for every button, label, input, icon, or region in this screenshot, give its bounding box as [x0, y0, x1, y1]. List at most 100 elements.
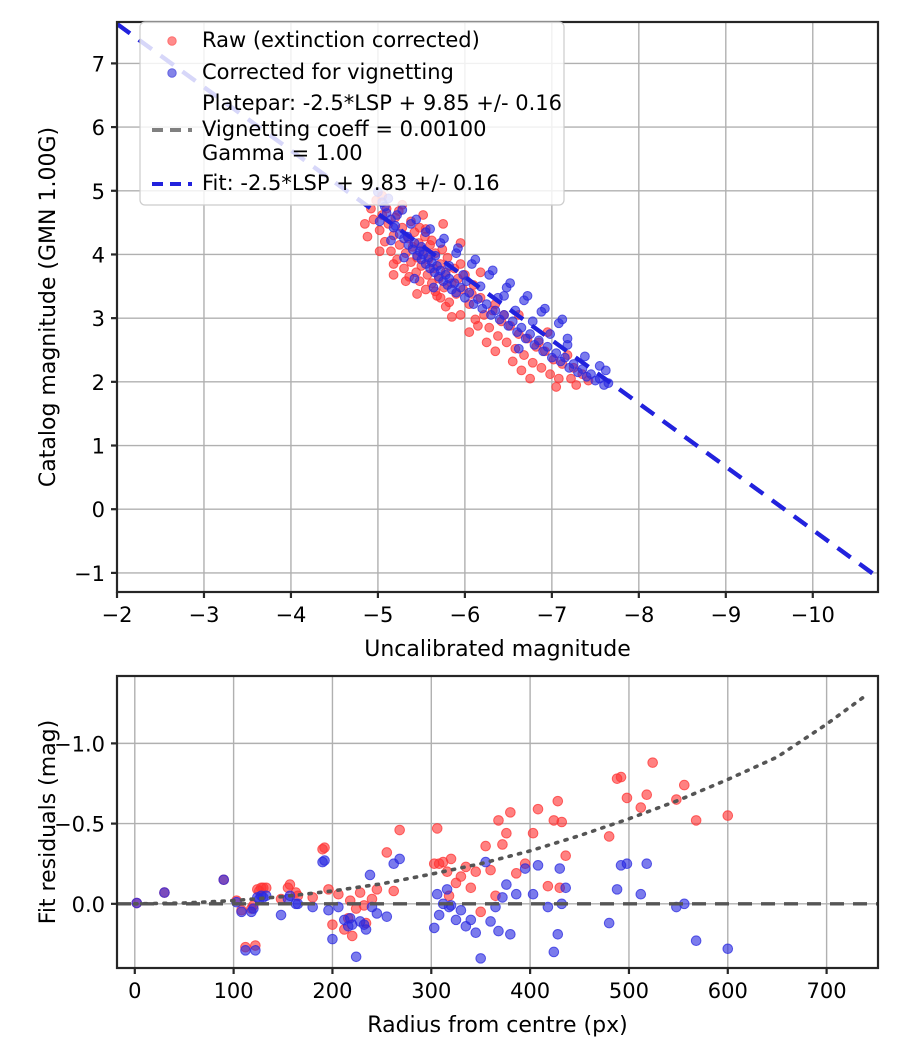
- ticks-residuals: 0 100 200 300 400 500 600 700 0.0 −0.5 −1.0: [54, 732, 847, 1003]
- data-point: [359, 218, 370, 229]
- data-point: [364, 869, 376, 881]
- data-point: [394, 824, 405, 836]
- data-point: [480, 840, 491, 852]
- data-point: [527, 316, 538, 327]
- data-point: [346, 930, 358, 942]
- y-tick-label: −1: [74, 562, 105, 586]
- x-axis-label-residuals: Radius from centre (px): [367, 1013, 627, 1038]
- data-point: [690, 935, 702, 947]
- data-point: [327, 919, 338, 930]
- data-point: [159, 887, 170, 898]
- data-point: [473, 294, 483, 304]
- legend-label: Gamma = 1.00: [202, 141, 363, 165]
- data-point: [513, 343, 524, 354]
- data-point: [386, 246, 396, 257]
- data-point: [446, 311, 457, 322]
- data-point: [525, 329, 536, 339]
- data-point: [542, 341, 553, 352]
- data-point: [562, 333, 573, 344]
- legend-marker-dot: [167, 36, 177, 46]
- data-point: [690, 815, 702, 826]
- series-corrected-for-vignetting: [373, 187, 614, 390]
- data-point: [400, 276, 411, 287]
- x-tick-label: 400: [510, 979, 550, 1003]
- data-point: [566, 373, 576, 384]
- data-point: [507, 316, 518, 327]
- data-point: [455, 904, 467, 916]
- x-tick-label: 200: [312, 979, 352, 1003]
- data-point: [388, 222, 399, 233]
- data-point: [465, 882, 477, 894]
- data-point: [722, 810, 734, 821]
- data-point: [409, 273, 420, 284]
- x-tick-label: −5: [362, 603, 393, 627]
- data-point: [470, 927, 482, 939]
- data-point: [485, 864, 496, 876]
- x-tick-label: 500: [609, 979, 649, 1003]
- data-point: [510, 888, 522, 900]
- data-point: [418, 210, 429, 220]
- data-point: [527, 357, 538, 368]
- data-point: [522, 290, 533, 301]
- data-point: [442, 252, 453, 263]
- data-point: [552, 795, 564, 807]
- data-point: [438, 218, 449, 229]
- data-point: [439, 233, 449, 244]
- data-point: [431, 823, 443, 834]
- x-tick-label: −3: [188, 603, 219, 627]
- data-point: [250, 945, 261, 956]
- data-point: [621, 858, 633, 870]
- data-point: [440, 301, 451, 312]
- data-point: [542, 901, 554, 913]
- data-point: [635, 802, 647, 813]
- data-point: [453, 243, 463, 253]
- data-point: [464, 287, 475, 298]
- x-tick-label: −2: [102, 603, 133, 627]
- data-point: [386, 235, 396, 246]
- data-point: [536, 362, 547, 373]
- data-point: [551, 382, 562, 392]
- data-point: [455, 282, 466, 293]
- data-point: [552, 929, 564, 940]
- data-point: [615, 771, 627, 783]
- data-point: [560, 882, 571, 894]
- data-point: [327, 933, 338, 945]
- data-point: [473, 320, 483, 331]
- x-tick-label: −9: [710, 603, 741, 627]
- data-point: [470, 866, 482, 878]
- data-point: [481, 299, 492, 310]
- x-tick-label: −7: [536, 603, 567, 627]
- axis-frame-residuals: [115, 674, 880, 970]
- data-point: [600, 365, 611, 376]
- data-point: [542, 880, 554, 892]
- data-point: [360, 924, 372, 935]
- data-point: [441, 884, 453, 895]
- data-point: [323, 904, 334, 916]
- data-point: [475, 267, 486, 278]
- data-point: [275, 909, 287, 921]
- y-tick-label: 4: [92, 243, 105, 267]
- data-point: [218, 874, 230, 886]
- x-tick-label: 0: [128, 979, 141, 1003]
- data-point: [678, 779, 690, 791]
- y-tick-label: 7: [92, 52, 105, 76]
- data-point: [621, 792, 633, 804]
- data-point: [525, 373, 536, 384]
- y-tick-label: 6: [92, 116, 105, 140]
- data-point: [519, 350, 529, 360]
- data-point: [399, 252, 409, 263]
- legend-label: Corrected for vignetting: [202, 60, 454, 84]
- data-point: [475, 953, 486, 964]
- data-point: [381, 911, 393, 922]
- data-point: [532, 860, 544, 871]
- data-point: [428, 922, 440, 934]
- data-point: [425, 224, 435, 234]
- data-point: [527, 888, 539, 900]
- data-point: [450, 914, 462, 926]
- data-point: [381, 847, 393, 858]
- fit-line: [117, 22, 878, 580]
- data-point: [551, 348, 562, 359]
- x-tick-label: 100: [214, 979, 254, 1003]
